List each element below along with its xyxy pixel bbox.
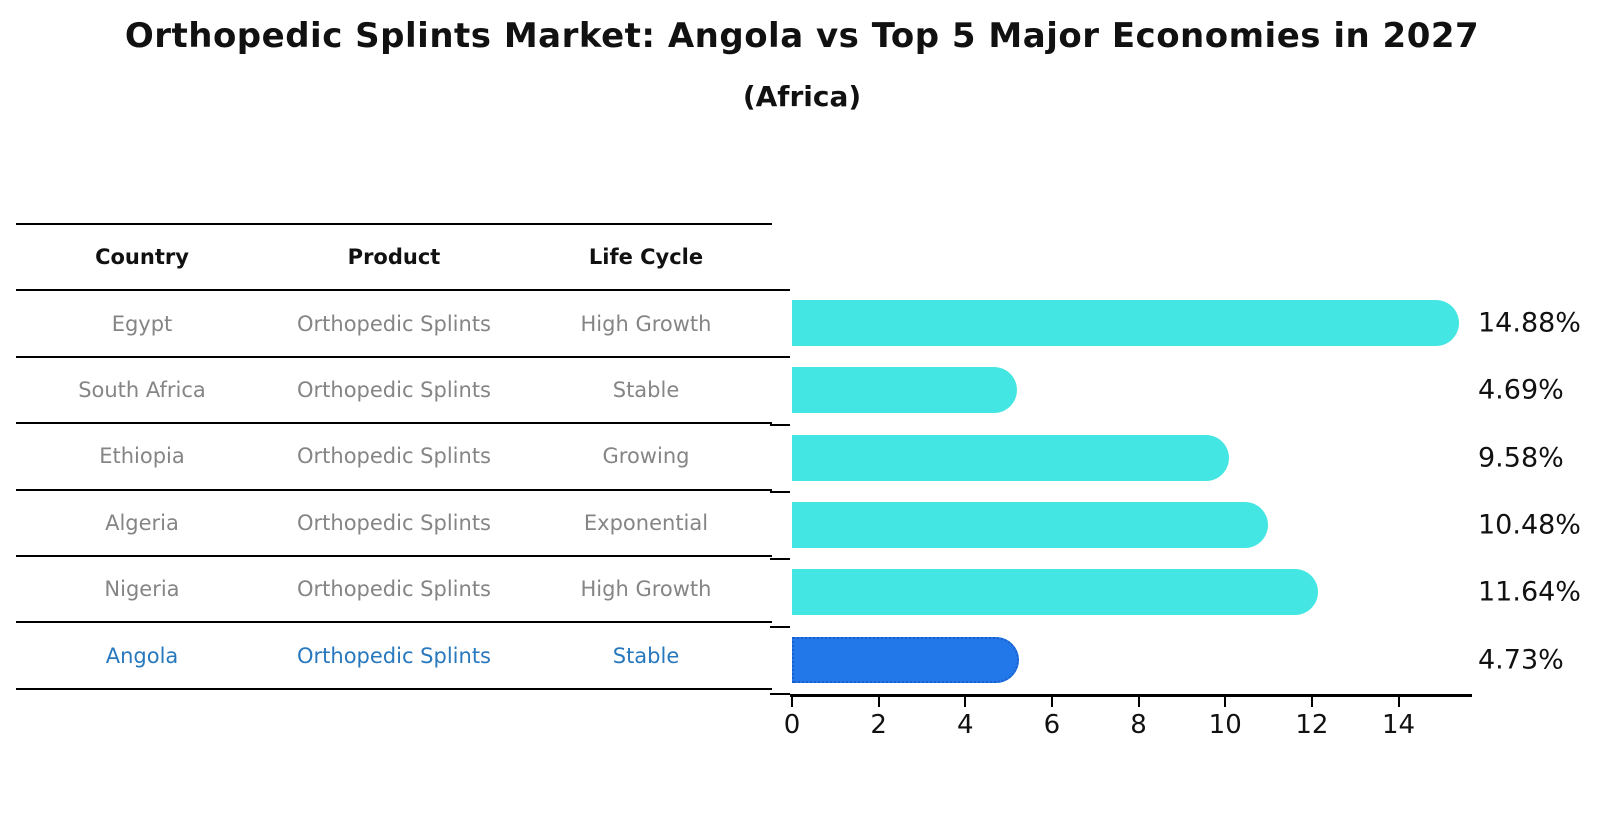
x-axis-tick bbox=[1310, 697, 1313, 707]
x-axis-tick-label: 4 bbox=[957, 710, 974, 740]
x-axis-tick-label: 14 bbox=[1381, 710, 1416, 740]
table-header-row: Country Product Life Cycle bbox=[16, 225, 772, 292]
table-cell-country: Algeria bbox=[105, 510, 179, 535]
table-cell-product: Orthopedic Splints bbox=[296, 577, 491, 602]
chart-bar bbox=[792, 434, 1230, 481]
table-cell-country: Angola bbox=[105, 643, 179, 668]
chart-bar bbox=[792, 636, 1019, 683]
table-row: Angola Orthopedic Splints Stable bbox=[16, 623, 772, 690]
table-cell-country: Nigeria bbox=[104, 577, 180, 602]
x-axis-tick bbox=[1137, 697, 1140, 707]
table-row: South Africa Orthopedic Splints Stable bbox=[16, 358, 772, 425]
x-axis-tick-label: 2 bbox=[870, 710, 887, 740]
x-axis-tick bbox=[1224, 697, 1227, 707]
x-axis-tick bbox=[1397, 697, 1400, 707]
table-cell-country: South Africa bbox=[78, 377, 206, 402]
table-cell-country: Egypt bbox=[111, 311, 173, 336]
table-cell-product: Orthopedic Splints bbox=[296, 377, 491, 402]
y-axis-tick bbox=[770, 356, 790, 359]
chart-bar bbox=[792, 367, 1018, 414]
bar-value-label: 4.73% bbox=[1478, 644, 1564, 676]
country-table: Country Product Life Cycle Egypt Orthope… bbox=[16, 223, 772, 690]
table-header-country: Country bbox=[95, 245, 189, 270]
x-axis-tick-label: 8 bbox=[1130, 710, 1147, 740]
x-axis-tick bbox=[964, 697, 967, 707]
table-row: Egypt Orthopedic Splints High Growth bbox=[16, 291, 772, 358]
table-cell-lifecycle: Exponential bbox=[583, 510, 709, 535]
bar-value-label: 10.48% bbox=[1478, 509, 1581, 541]
page-subtitle: (Africa) bbox=[742, 80, 862, 113]
table-row: Algeria Orthopedic Splints Exponential bbox=[16, 491, 772, 557]
bar-value-label: 4.69% bbox=[1478, 374, 1564, 406]
table-cell-lifecycle: Stable bbox=[612, 643, 680, 668]
chart-bar bbox=[792, 300, 1459, 346]
table-row: Ethiopia Orthopedic Splints Growing bbox=[16, 424, 772, 491]
bar-chart: 14.88% 4.69% 9.58% 10.48% 11.64% 4.73% 0… bbox=[770, 289, 1581, 740]
x-axis-tick bbox=[1050, 697, 1053, 707]
x-axis-tick-label: 6 bbox=[1043, 710, 1061, 740]
table-cell-lifecycle: High Growth bbox=[580, 311, 712, 336]
table-cell-lifecycle: Growing bbox=[602, 444, 690, 469]
y-axis-tick bbox=[770, 423, 790, 426]
x-axis-tick bbox=[877, 697, 880, 707]
bar-value-label: 9.58% bbox=[1478, 442, 1564, 474]
x-axis-line bbox=[790, 694, 1472, 697]
chart-bar bbox=[792, 569, 1319, 616]
bar-value-label: 11.64% bbox=[1478, 576, 1581, 608]
table-cell-country: Ethiopia bbox=[99, 444, 185, 469]
x-axis-tick bbox=[791, 697, 793, 707]
chart-bar bbox=[792, 502, 1269, 548]
table-cell-product: Orthopedic Splints bbox=[296, 643, 491, 668]
y-axis-tick bbox=[770, 289, 790, 291]
bar-value-label: 14.88% bbox=[1478, 307, 1581, 339]
table-cell-lifecycle: Stable bbox=[612, 377, 680, 402]
y-axis-tick bbox=[770, 491, 790, 493]
table-row: Nigeria Orthopedic Splints High Growth bbox=[16, 557, 772, 624]
x-axis-tick-label: 12 bbox=[1295, 710, 1329, 740]
page-title: Orthopedic Splints Market: Angola vs Top… bbox=[124, 16, 1480, 56]
table-cell-lifecycle: High Growth bbox=[580, 577, 712, 602]
table-body: Egypt Orthopedic Splints High Growth Sou… bbox=[16, 291, 772, 690]
table-header-product: Product bbox=[347, 245, 441, 270]
table-cell-product: Orthopedic Splints bbox=[296, 444, 491, 469]
y-axis-tick bbox=[770, 693, 790, 695]
table-header-lifecycle: Life Cycle bbox=[588, 245, 704, 270]
y-axis-tick bbox=[770, 558, 790, 561]
x-axis-tick-label: 0 bbox=[783, 710, 801, 740]
x-axis-tick-label: 10 bbox=[1208, 710, 1242, 740]
table-cell-product: Orthopedic Splints bbox=[296, 510, 491, 535]
y-axis-tick bbox=[770, 625, 790, 628]
table-cell-product: Orthopedic Splints bbox=[296, 311, 491, 336]
